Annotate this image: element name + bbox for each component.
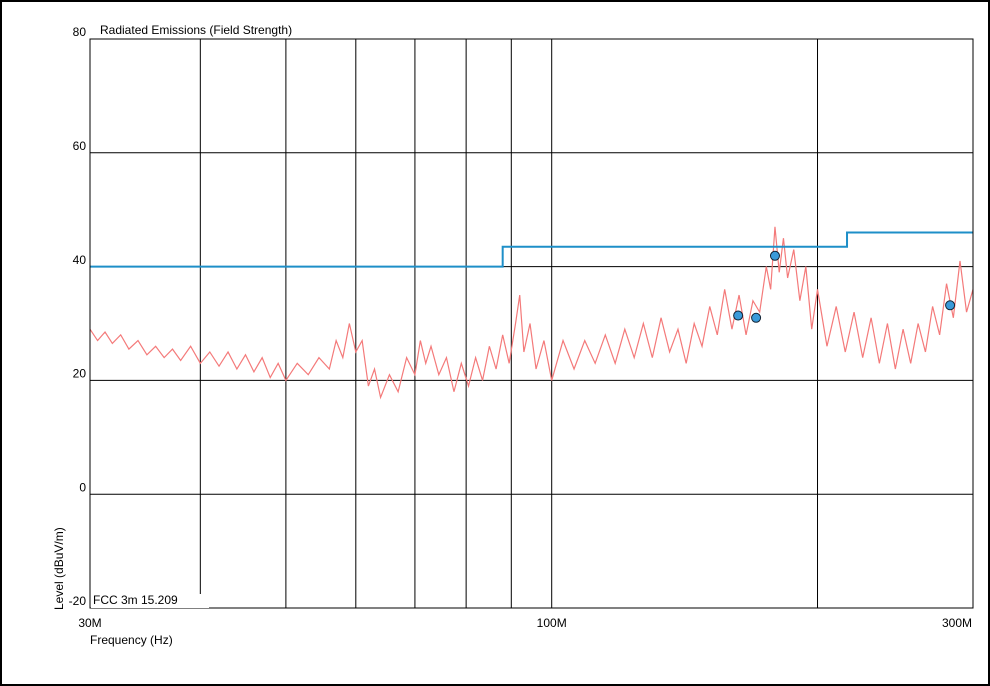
marker [769,250,780,261]
y-tick-label: 0 [79,480,86,494]
series-line [90,231,973,268]
y-tick-label: 80 [73,25,87,39]
y-tick-label: 20 [73,367,87,381]
x-tick-label: 30M [78,616,101,630]
y-tick-label: 40 [73,253,87,267]
marker [945,300,956,311]
y-tick-label: -20 [69,594,87,608]
legend-bg [91,594,209,608]
legend-entry: FCC 3m 15.209 [93,593,178,607]
chart-title: Radiated Emissions (Field Strength) [100,23,292,37]
plot-border [89,38,974,609]
series-line [89,226,974,400]
marker [733,310,744,321]
marker [751,312,762,323]
x-tick-label: 100M [537,616,567,630]
plot [89,226,974,400]
x-axis-label: Frequency (Hz) [90,633,173,647]
y-tick-label: 60 [73,139,87,153]
x-tick-label: 300M [942,616,972,630]
title-bg [96,23,310,38]
y-axis-label: Level (dBuV/m) [52,527,66,610]
